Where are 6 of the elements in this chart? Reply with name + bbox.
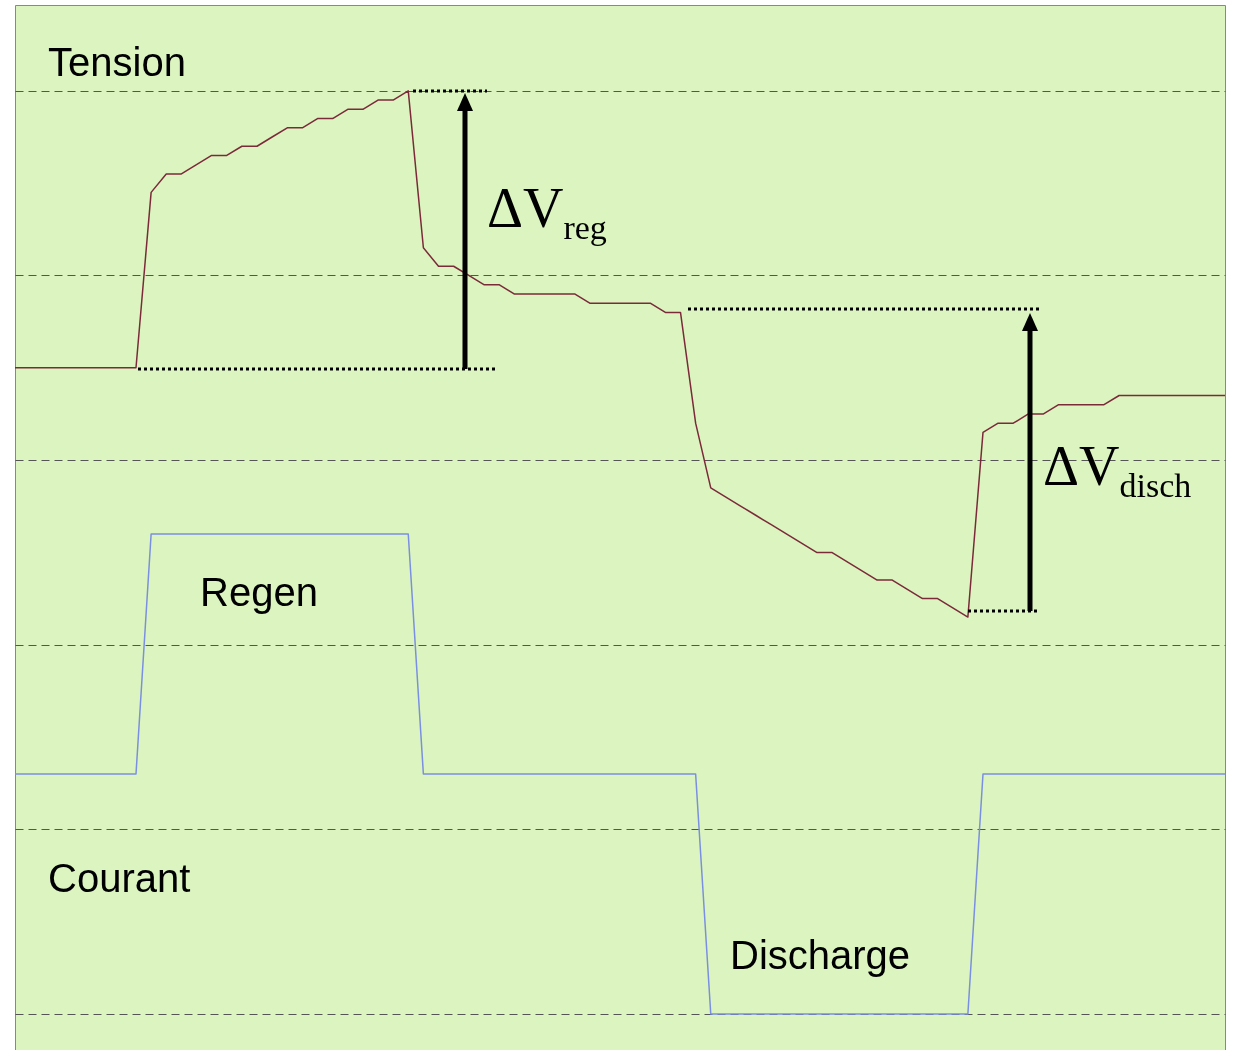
annotation: ΔV$_{disch}$ [1043,435,1192,504]
series-label: Tension [48,40,186,84]
annotation: Discharge [730,933,911,977]
annotation: ΔV$_{reg}$ [487,177,607,246]
annotation: Regen [200,570,318,614]
text: Courant [48,856,191,900]
